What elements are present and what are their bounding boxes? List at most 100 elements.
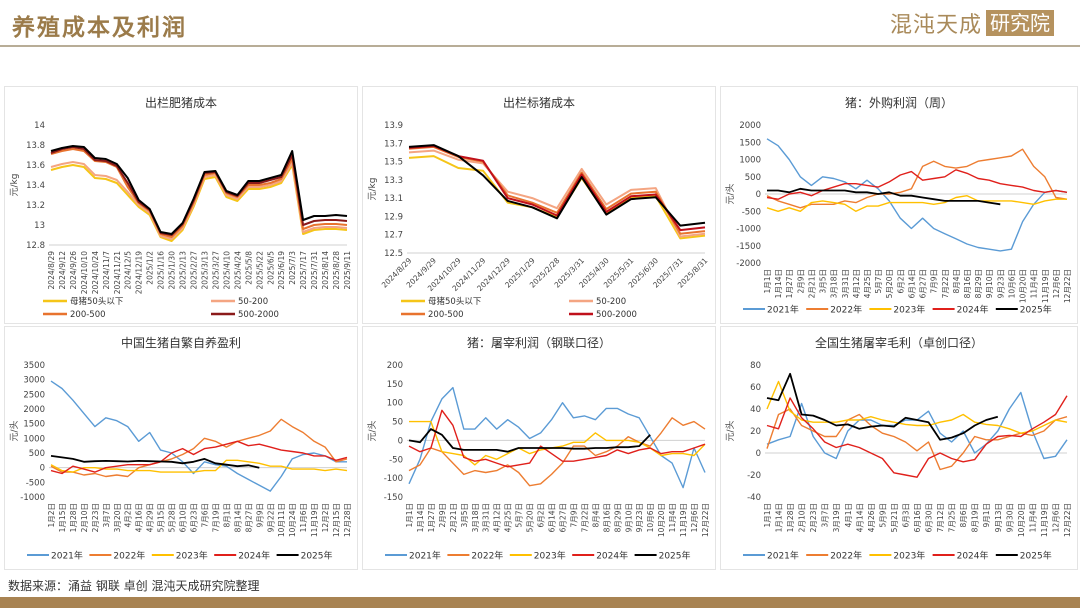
x-tick-label: 2025/1/30 [168,251,177,290]
y-axis-label: 元/kg [10,174,20,197]
x-tick-label: 9月10日 [624,503,633,532]
x-tick-label: 6月3日 [901,503,910,528]
series-line-2024年 [766,395,1068,478]
x-tick-label: 12月22日 [1063,269,1072,303]
y-tick-label: 2000 [23,405,45,415]
x-tick-label: 11月4日 [1030,269,1039,298]
legend-label: 2022年 [471,550,503,562]
x-tick-label: 6月14日 [548,503,557,532]
series-line-2025年 [767,187,1001,206]
legend-label: 2022年 [113,550,145,562]
legend-label: 2025年 [659,550,691,562]
x-tick-label: 4月1日 [844,503,853,528]
x-tick-label: 2024/8/29 [47,251,56,290]
y-tick-label: 13.3 [384,176,403,186]
x-tick-label: 1月14日 [774,269,783,298]
y-tick-label: 100 [387,399,403,409]
chart-panel-fat-pig-cost: 出栏肥猪成本 元/kg 12.8 13 13.2 13.4 13.6 13.8 14 2024/8… [4,86,358,324]
x-tick-label: 2025/5/22 [255,251,264,290]
x-tick-label: 4月16日 [135,503,144,532]
y-tick-label: 500 [745,173,761,183]
x-tick-label: 2月21日 [807,269,816,298]
y-tick-label: -40 [747,493,761,503]
y-tick-label: 200 [387,361,403,371]
legend-label: 500-2000 [596,310,637,320]
x-tick-label: 1月28日 [786,503,795,532]
x-tick-label: 8月19日 [971,503,980,532]
x-tick-label: 4月12日 [852,269,861,298]
x-tick-label: 9月23日 [996,269,1005,298]
x-tick-label: 8月4日 [952,269,961,294]
series-line-2023年 [409,420,706,466]
y-tick-label: -20 [747,471,761,481]
legend-label: 2021年 [51,550,83,562]
legend-label: 2023年 [893,550,925,562]
x-tick-label: 3月18日 [830,269,839,298]
legend-label: 2024年 [238,550,270,562]
y-axis-label: 元/头 [725,183,736,204]
x-tick-label: 10月11日 [277,503,286,537]
x-tick-label: 4月12日 [493,503,502,532]
x-tick-label: 5月20日 [885,269,894,298]
y-tick-label: 13.1 [384,194,403,204]
series-line-2023年 [50,459,348,473]
y-tick-label: 12.7 [384,231,403,241]
x-tick-label: 12月6日 [690,503,699,532]
y-tick-label: 13.6 [26,161,45,171]
x-tick-label: 2024/10/24 [91,251,100,294]
y-tick-label: -1000 [736,225,761,235]
series-line-2021年 [766,138,1068,252]
legend-label: 母猪50头以下 [428,296,482,307]
x-tick-label: 2024/9/12 [58,251,67,290]
x-tick-label: 6月27日 [919,269,928,298]
x-tick-label: 12月28日 [343,503,352,537]
y-tick-label: 0 [756,449,761,459]
chart-title: 全国生猪屠宰毛利（卓创口径） [815,335,983,350]
legend-label: 2021年 [767,550,799,562]
x-tick-label: 10月6日 [1007,269,1016,298]
x-tick-label: 6月2日 [537,503,546,528]
y-axis-label: 元/头 [9,420,20,441]
y-tick-label: 150 [387,380,403,390]
legend-label: 2023年 [534,550,566,562]
x-tick-label: 3月20日 [113,503,122,532]
legend-label: 50-200 [238,297,268,307]
x-tick-label: 3月5日 [460,503,469,528]
x-tick-label: 4月25日 [504,503,513,532]
x-tick-label: 12月15日 [332,503,341,537]
legend-label: 2023年 [176,550,208,562]
y-tick-label: -50 [389,455,403,465]
series-line-2021年 [50,380,347,492]
x-tick-label: 11月19日 [1041,269,1050,303]
series-line-200-500 [408,145,706,235]
y-tick-label: -150 [384,493,403,503]
x-tick-label: 11月4日 [1028,503,1037,532]
y-tick-label: 20 [750,427,761,437]
x-tick-label: 6月27日 [558,503,567,532]
y-tick-label: 13.5 [384,158,403,168]
series-line-2024年 [50,440,348,475]
x-tick-label: 12月6日 [1052,269,1061,298]
brand-logo: 混沌天成 研究院 [890,9,1054,38]
x-tick-label: 10月20日 [657,503,666,537]
y-tick-label: -500 [742,207,761,217]
chart-title: 中国生猪自繁自养盈利 [121,335,241,350]
x-tick-label: 2月10日 [80,503,89,532]
series-line-2022年 [408,417,706,487]
x-tick-label: 1月2日 [47,503,56,528]
x-tick-label: 7月9日 [569,503,578,528]
legend-label: 2024年 [596,550,628,562]
x-tick-label: 7月9日 [930,269,939,294]
x-tick-label: 2025/4/24 [233,251,242,290]
x-tick-label: 8月29日 [974,269,983,298]
x-tick-label: 4月26日 [867,503,876,532]
legend-label: 2025年 [1020,550,1052,562]
x-tick-label: 2025/7/17 [299,251,308,290]
x-tick-label: 4月29日 [146,503,155,532]
y-tick-label: 13.2 [26,201,45,211]
x-tick-label: 9月22日 [266,503,275,532]
x-tick-label: 1月1日 [763,503,772,528]
